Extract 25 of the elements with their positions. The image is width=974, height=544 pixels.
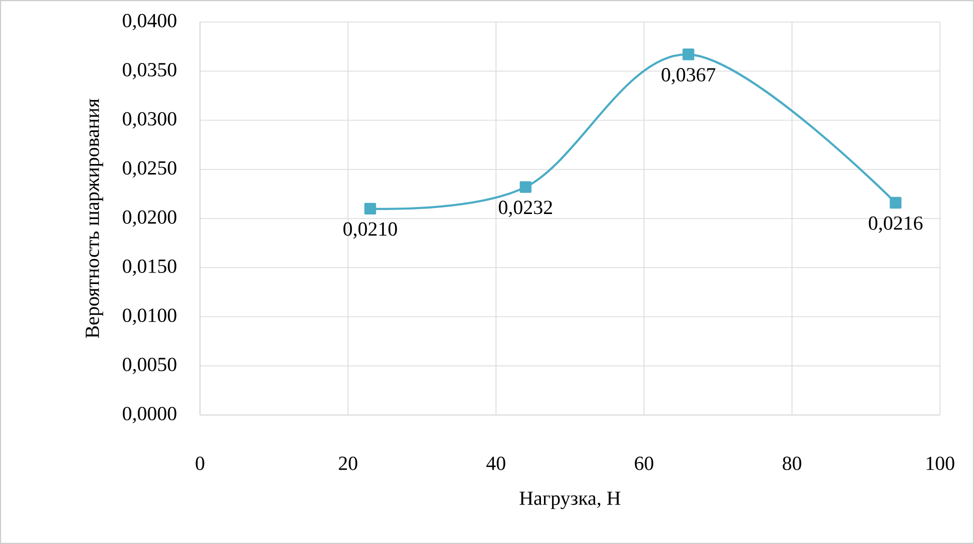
point xyxy=(682,48,694,60)
x-tick-label: 20 xyxy=(338,456,358,470)
y-tick-label: 0,0000 xyxy=(122,406,176,424)
data-label: 0,0232 xyxy=(498,200,552,218)
data-label: 0,0210 xyxy=(343,222,397,239)
y-tick-label: 0,0150 xyxy=(122,259,176,276)
point xyxy=(520,181,532,193)
y-tick-label: 0,0350 xyxy=(122,62,176,80)
x-tick-label: 0 xyxy=(196,456,204,470)
y-tick-label: 0,0300 xyxy=(122,112,176,128)
x-tick-label: 80 xyxy=(782,456,802,470)
x-tick-label: 60 xyxy=(634,456,654,470)
y-tick-label: 0,0400 xyxy=(122,14,176,30)
data-label: 0,0216 xyxy=(868,216,923,233)
x-tick-label: 100 xyxy=(926,456,954,470)
y-tick-label: 0,0250 xyxy=(122,161,176,178)
x-tick-label: 40 xyxy=(486,456,506,470)
point xyxy=(364,202,376,215)
y-tick-label: 0,0100 xyxy=(122,308,176,325)
y-tick-label: 0,0200 xyxy=(122,210,176,227)
point xyxy=(890,196,902,209)
data-label: 0,0367 xyxy=(662,68,716,84)
y-tick-label: 0,0050 xyxy=(122,358,176,374)
x-axis-title: Нагрузка, Н xyxy=(520,492,620,510)
y-axis-title: Вероятность шаржирования xyxy=(86,98,104,338)
